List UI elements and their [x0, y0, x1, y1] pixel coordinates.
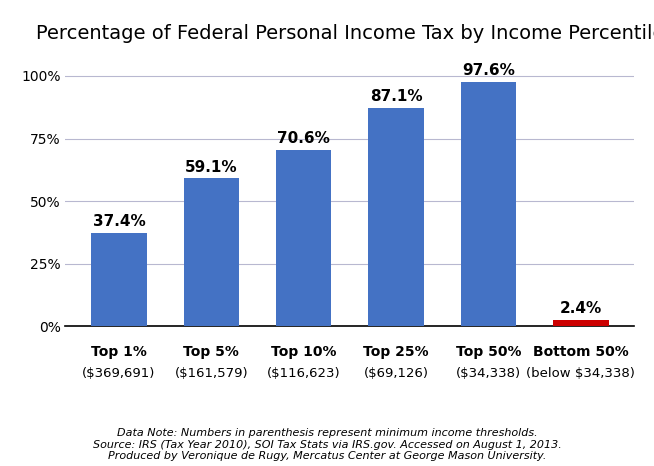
- Text: ($34,338): ($34,338): [456, 367, 521, 380]
- Text: ($116,623): ($116,623): [267, 367, 341, 380]
- Title: Percentage of Federal Personal Income Tax by Income Percentile: Percentage of Federal Personal Income Ta…: [35, 24, 654, 43]
- Bar: [92, 233, 146, 326]
- Text: Top 5%: Top 5%: [183, 345, 239, 359]
- Bar: [276, 150, 332, 326]
- Bar: [460, 82, 516, 326]
- Text: Top 25%: Top 25%: [363, 345, 429, 359]
- Text: Top 50%: Top 50%: [456, 345, 521, 359]
- Text: 87.1%: 87.1%: [370, 89, 422, 104]
- Bar: [368, 108, 424, 326]
- Text: Data Note: Numbers in parenthesis represent minimum income thresholds.
Source: I: Data Note: Numbers in parenthesis repres…: [93, 428, 561, 461]
- Text: ($69,126): ($69,126): [364, 367, 428, 380]
- Text: ($369,691): ($369,691): [82, 367, 156, 380]
- Text: 37.4%: 37.4%: [93, 214, 145, 229]
- Text: 97.6%: 97.6%: [462, 63, 515, 78]
- Text: Top 1%: Top 1%: [91, 345, 147, 359]
- Text: (below $34,338): (below $34,338): [526, 367, 635, 380]
- Text: Bottom 50%: Bottom 50%: [533, 345, 628, 359]
- Text: Top 10%: Top 10%: [271, 345, 336, 359]
- Text: ($161,579): ($161,579): [175, 367, 248, 380]
- Text: 2.4%: 2.4%: [560, 302, 602, 316]
- Bar: [184, 178, 239, 326]
- Text: 59.1%: 59.1%: [185, 159, 237, 175]
- Text: 70.6%: 70.6%: [277, 131, 330, 146]
- Bar: [553, 320, 608, 326]
